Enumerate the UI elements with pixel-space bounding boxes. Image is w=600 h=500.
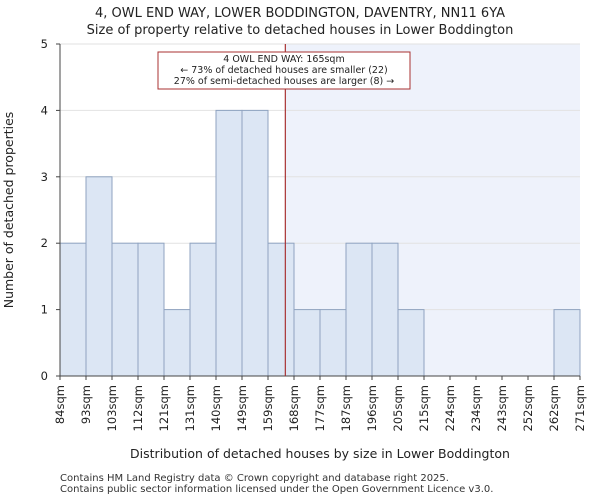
- x-tick-label: 131sqm: [183, 385, 197, 431]
- bar: [397, 309, 425, 377]
- x-tick-label: 196sqm: [365, 385, 379, 431]
- bar: [267, 242, 295, 377]
- y-tick-label: 5: [41, 37, 48, 51]
- x-tick-label: 205sqm: [391, 385, 405, 431]
- x-tick-label: 187sqm: [339, 385, 353, 431]
- annotation-smaller: ← 73% of detached houses are smaller (22…: [180, 65, 387, 76]
- bar: [553, 309, 581, 377]
- x-tick-label: 140sqm: [209, 385, 223, 431]
- x-tick-label: 112sqm: [131, 385, 145, 431]
- bar: [111, 242, 139, 377]
- bar: [59, 242, 87, 377]
- bar: [371, 242, 399, 377]
- bars: [59, 109, 581, 377]
- bar: [189, 242, 217, 377]
- chart-subtitle: Size of property relative to detached ho…: [87, 23, 514, 38]
- chart-title: 4, OWL END WAY, LOWER BODDINGTON, DAVENT…: [95, 6, 505, 21]
- bar: [163, 309, 191, 377]
- y-tick-label: 0: [41, 369, 48, 383]
- annotation-larger: 27% of semi-detached houses are larger (…: [174, 76, 394, 87]
- y-ticks: 0 1 2 3 4 5: [41, 37, 60, 383]
- x-tick-label: 93sqm: [79, 385, 93, 424]
- y-tick-label: 4: [41, 103, 48, 117]
- bar: [319, 309, 347, 377]
- chart: 0 1 2 3 4 5 84sqm 93sqm 103sqm 112sqm 121sqm 131sq…: [1, 6, 587, 461]
- x-tick-label: 149sqm: [235, 385, 249, 431]
- x-tick-label: 243sqm: [495, 385, 509, 431]
- bar: [215, 109, 243, 377]
- x-tick-label: 252sqm: [521, 385, 535, 431]
- x-tick-label: 159sqm: [261, 385, 275, 431]
- y-tick-label: 3: [41, 170, 48, 184]
- x-ticks: 84sqm 93sqm 103sqm 112sqm 121sqm 131sqm 140sqm…: [53, 376, 587, 431]
- x-tick-label: 84sqm: [53, 385, 67, 424]
- annotation-box: [157, 51, 411, 90]
- footer-licence: Contains public sector information licen…: [60, 484, 494, 495]
- x-tick-label: 215sqm: [417, 385, 431, 431]
- x-tick-label: 103sqm: [105, 385, 119, 431]
- bar: [293, 309, 321, 377]
- y-axis-label: Number of detached properties: [1, 112, 16, 309]
- x-tick-label: 224sqm: [443, 385, 457, 431]
- bar: [241, 109, 269, 377]
- x-tick-label: 271sqm: [573, 385, 587, 431]
- bar: [137, 242, 165, 377]
- x-axis-label: Distribution of detached houses by size …: [130, 446, 510, 461]
- footer-copyright: Contains HM Land Registry data © Crown c…: [60, 473, 449, 484]
- x-tick-label: 234sqm: [469, 385, 483, 431]
- x-tick-label: 168sqm: [287, 385, 301, 431]
- y-tick-label: 2: [41, 236, 48, 250]
- bar: [345, 242, 373, 377]
- bar: [85, 176, 113, 377]
- x-tick-label: 121sqm: [157, 385, 171, 431]
- x-tick-label: 262sqm: [547, 385, 561, 431]
- y-tick-label: 1: [41, 303, 48, 317]
- x-tick-label: 177sqm: [313, 385, 327, 431]
- annotation-marker-label: 4 OWL END WAY: 165sqm: [223, 54, 344, 65]
